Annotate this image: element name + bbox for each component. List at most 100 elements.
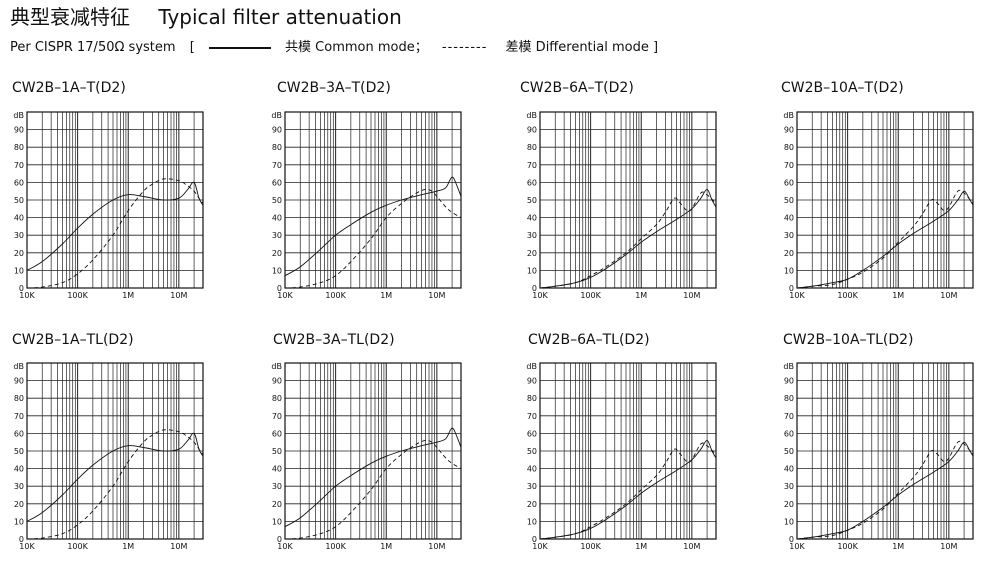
y-tick-label: 80 (784, 143, 794, 152)
x-tick-label: 100K (837, 291, 858, 300)
y-tick-label: 0 (19, 284, 24, 293)
y-tick-label: 20 (272, 249, 282, 258)
y-tick-label: 30 (272, 231, 282, 240)
y-tick-label: 0 (789, 535, 794, 544)
y-tick-label: 80 (272, 394, 282, 403)
legend-common-mode: 共模 Common mode； (285, 40, 428, 55)
chart-title: CW2B–1A–TL(D2) (12, 332, 134, 348)
legend-differential-mode: 差模 Differential mode ] (505, 40, 659, 55)
differential-mode-curve (284, 188, 462, 289)
y-tick-label: 0 (532, 284, 537, 293)
x-tick-label: 10M (428, 542, 445, 551)
x-tick-label: 10M (170, 542, 187, 551)
chart-8-plot: 0 10 20 30 40 50 60 70 80 90 dB 10K 100K 1M 10M (783, 362, 974, 551)
y-tick-label: 50 (14, 447, 24, 456)
y-tick-label: 70 (527, 161, 537, 170)
x-tick-label: 1M (635, 291, 647, 300)
y-tick-label: 30 (14, 482, 24, 491)
y-axis-label: dB (526, 111, 537, 120)
y-tick-label: 60 (14, 178, 24, 187)
x-tick-label: 1M (380, 542, 392, 551)
x-tick-label: 1M (122, 542, 134, 551)
y-tick-label: 50 (272, 196, 282, 205)
y-tick-label: 10 (527, 266, 537, 275)
common-mode-curve (284, 176, 462, 277)
y-tick-label: 10 (527, 517, 537, 526)
y-tick-label: 70 (527, 412, 537, 421)
y-tick-label: 90 (272, 377, 282, 386)
x-tick-label: 100K (580, 291, 601, 300)
y-tick-label: 40 (14, 214, 24, 223)
chart-title: CW2B–3A–TL(D2) (273, 332, 395, 348)
y-tick-label: 60 (14, 429, 24, 438)
y-tick-label: 60 (527, 178, 537, 187)
differential-mode-curve (796, 440, 974, 540)
y-tick-label: 90 (527, 126, 537, 135)
y-tick-label: 60 (784, 429, 794, 438)
y-tick-label: 40 (784, 214, 794, 223)
y-tick-label: 40 (272, 214, 282, 223)
y-tick-label: 10 (272, 266, 282, 275)
x-tick-label: 1M (892, 291, 904, 300)
y-axis-label: dB (783, 362, 794, 371)
x-tick-label: 10K (789, 542, 805, 551)
y-tick-label: 90 (272, 126, 282, 135)
y-tick-label: 60 (272, 178, 282, 187)
y-tick-label: 70 (272, 412, 282, 421)
y-tick-label: 0 (19, 535, 24, 544)
y-tick-label: 20 (14, 249, 24, 258)
plot-frame (796, 362, 974, 540)
x-tick-label: 100K (325, 542, 346, 551)
chart-4-plot: 0 10 20 30 40 50 60 70 80 90 dB 10K 100K 1M 10M (783, 111, 974, 300)
y-tick-label: 90 (784, 126, 794, 135)
y-tick-label: 60 (527, 429, 537, 438)
y-axis-label: dB (783, 111, 794, 120)
y-axis-label: dB (13, 111, 24, 120)
x-tick-label: 10M (170, 291, 187, 300)
x-tick-label: 100K (837, 542, 858, 551)
x-tick-label: 10K (277, 542, 293, 551)
differential-mode-curve (539, 442, 717, 540)
y-tick-label: 90 (784, 377, 794, 386)
y-tick-label: 30 (272, 482, 282, 491)
y-tick-label: 30 (527, 482, 537, 491)
common-mode-curve (284, 427, 462, 528)
y-tick-label: 50 (527, 196, 537, 205)
y-tick-label: 30 (14, 231, 24, 240)
y-tick-label: 0 (277, 535, 282, 544)
y-tick-label: 20 (527, 249, 537, 258)
plot-frame (26, 362, 204, 540)
y-tick-label: 40 (527, 214, 537, 223)
y-tick-label: 80 (784, 394, 794, 403)
y-tick-label: 40 (14, 465, 24, 474)
y-tick-label: 50 (784, 196, 794, 205)
plot-frame (796, 111, 974, 289)
chart-title: CW2B–6A–T(D2) (520, 80, 634, 96)
y-tick-label: 80 (14, 143, 24, 152)
chart-title: CW2B–1A–T(D2) (12, 80, 126, 96)
x-tick-label: 100K (67, 291, 88, 300)
common-mode-curve (26, 181, 204, 271)
y-tick-label: 20 (784, 500, 794, 509)
x-tick-label: 10M (428, 291, 445, 300)
legend-solid-line-swatch (208, 46, 271, 49)
x-tick-label: 10K (532, 542, 548, 551)
y-axis-label: dB (13, 362, 24, 371)
page-title: 典型衰减特征 Typical filter attenuation (10, 1, 402, 30)
common-mode-curve (26, 432, 204, 522)
y-tick-label: 80 (272, 143, 282, 152)
y-tick-label: 90 (14, 126, 24, 135)
y-tick-label: 70 (784, 412, 794, 421)
y-tick-label: 40 (527, 465, 537, 474)
y-axis-label: dB (526, 362, 537, 371)
y-tick-label: 90 (14, 377, 24, 386)
x-tick-label: 1M (122, 291, 134, 300)
x-tick-label: 1M (892, 542, 904, 551)
legend-open-bracket: [ (189, 40, 195, 55)
y-tick-label: 90 (527, 377, 537, 386)
x-tick-label: 10K (19, 291, 35, 300)
chart-title: CW2B–10A–TL(D2) (783, 332, 914, 348)
y-tick-label: 60 (272, 429, 282, 438)
y-tick-label: 30 (527, 231, 537, 240)
y-tick-label: 50 (272, 447, 282, 456)
